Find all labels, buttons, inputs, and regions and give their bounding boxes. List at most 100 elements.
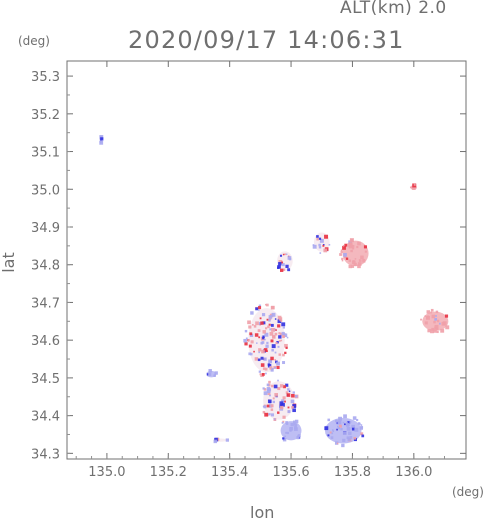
echo-pixel — [332, 430, 335, 433]
echo-pixel — [348, 431, 352, 435]
echo-pixel — [268, 359, 273, 364]
echo-pixel — [292, 391, 295, 394]
echo-pixel — [327, 434, 330, 437]
echo-pixel — [287, 256, 292, 260]
echo-pixel — [260, 363, 265, 367]
echo-pixel — [361, 434, 365, 438]
echo-pixel — [350, 249, 353, 253]
echo-pixel — [324, 234, 329, 239]
echo-pixel — [270, 408, 274, 411]
y-tick-label: 35.0 — [31, 183, 60, 198]
echo-pixel — [266, 389, 271, 394]
echo-region-far-northwest-speck — [99, 135, 104, 145]
echo-pixel — [286, 431, 290, 435]
echo-pixel — [258, 309, 260, 311]
echo-pixel — [278, 340, 281, 342]
echo-pixel — [295, 395, 298, 398]
echo-pixel — [253, 350, 255, 353]
echo-pixel — [271, 348, 274, 352]
echo-pixel — [263, 357, 267, 361]
echo-pixel — [281, 403, 285, 407]
echo-pixel — [289, 427, 293, 431]
echo-pixel — [344, 423, 346, 426]
echo-region-south-central-patch — [280, 419, 302, 442]
echo-pixel — [354, 427, 359, 432]
echo-pixel — [354, 258, 357, 260]
echo-pixel — [259, 373, 262, 376]
echo-pixel — [340, 428, 343, 431]
echo-pixel — [277, 387, 281, 391]
echo-pixel — [276, 340, 279, 344]
echo-pixel — [281, 261, 284, 264]
echo-pixel — [285, 391, 289, 394]
echo-pixel — [265, 327, 268, 330]
echo-pixel — [248, 352, 252, 356]
echo-pixel — [271, 327, 275, 332]
echo-pixel — [291, 393, 295, 398]
x-axis-label: lon — [250, 503, 275, 522]
echo-pixel — [343, 414, 347, 419]
echo-pixel — [346, 426, 351, 431]
echo-pixel — [276, 365, 280, 370]
echo-pixel — [359, 426, 363, 430]
echo-pixel — [278, 335, 282, 339]
echo-pixel — [435, 315, 437, 317]
echo-pixel — [262, 330, 266, 334]
echo-pixel — [253, 325, 257, 328]
echo-pixel — [337, 421, 341, 424]
echo-pixel — [263, 405, 267, 409]
echo-pixel — [324, 426, 329, 431]
echo-pixel — [213, 439, 218, 444]
echo-pixel — [274, 366, 276, 369]
echo-pixel — [268, 323, 271, 326]
echo-pixel — [318, 243, 321, 247]
echo-pixel — [262, 321, 266, 325]
echo-pixel — [214, 371, 218, 375]
echo-pixel — [284, 435, 286, 438]
echo-pixel — [270, 339, 274, 343]
echo-pixel — [285, 253, 288, 256]
echo-pixel — [269, 331, 274, 336]
echo-pixel — [319, 238, 324, 243]
x-unit-label: (deg) — [452, 485, 484, 499]
echo-pixel — [281, 322, 286, 327]
echo-pixel — [346, 436, 350, 440]
echo-pixel — [282, 335, 285, 338]
echo-pixel — [342, 421, 345, 424]
echo-pixel — [282, 361, 286, 365]
echo-pixel — [264, 367, 268, 371]
echo-pixel — [282, 396, 286, 400]
echo-pixel — [331, 432, 334, 435]
echo-pixel — [281, 263, 285, 267]
echo-pixel — [322, 244, 325, 247]
echo-pixel — [266, 383, 270, 387]
echo-pixel — [341, 257, 344, 261]
echo-pixel — [276, 361, 280, 366]
echo-pixel — [282, 353, 285, 357]
x-tick-label: 135.8 — [334, 465, 371, 480]
echo-pixel — [360, 433, 363, 436]
echo-pixel — [290, 422, 294, 427]
echo-pixel — [256, 342, 258, 344]
echo-pixel — [100, 137, 104, 141]
echo-pixel — [348, 259, 351, 262]
echo-pixel — [338, 424, 342, 428]
echo-pixel — [277, 315, 282, 320]
echo-pixel — [352, 247, 355, 250]
echo-pixel — [329, 431, 332, 434]
echo-pixel — [284, 253, 287, 256]
echo-pixel — [271, 312, 276, 317]
echo-pixel — [435, 310, 439, 314]
echo-pixel — [281, 399, 285, 403]
echo-pixel — [270, 413, 275, 417]
echo-pixel — [269, 401, 272, 404]
x-tick-label: 136.0 — [395, 465, 432, 480]
echo-pixel — [263, 391, 268, 396]
echo-pixel — [360, 424, 363, 426]
echo-pixel — [332, 429, 334, 431]
echo-pixel — [268, 413, 271, 416]
echo-pixel — [342, 438, 346, 443]
echo-pixel — [250, 352, 253, 356]
echo-pixel — [258, 336, 261, 339]
echo-pixel — [284, 343, 288, 348]
